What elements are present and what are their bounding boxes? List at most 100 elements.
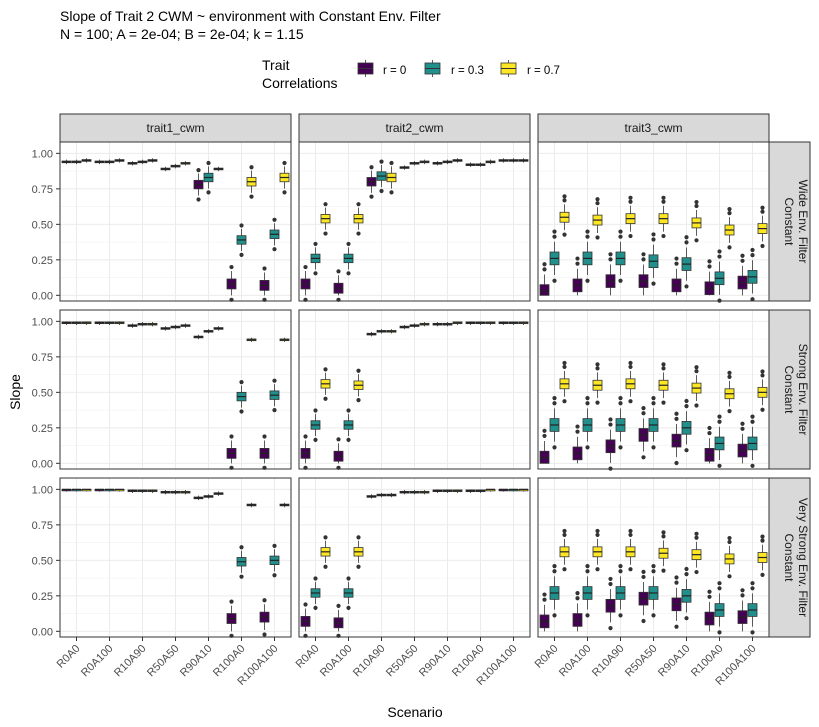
box-R0A0-s2: [320, 202, 331, 236]
legend-key-r07: r = 0.7: [500, 60, 560, 77]
box-R100A0-s1: [475, 162, 486, 167]
box-R100A100-s0: [498, 158, 509, 163]
x-tick-label: R0A0: [533, 643, 561, 671]
legend-label-r07: r = 0.7: [527, 65, 560, 77]
box-R90A10-s2: [452, 158, 463, 163]
box-R10A90-s1: [376, 159, 387, 194]
box-R10A90-s1: [137, 159, 148, 165]
box-R100A0-s0: [465, 321, 476, 325]
x-tick-label: R50A50: [623, 643, 660, 680]
box-R0A0-s2: [320, 367, 331, 401]
box-R0A100-s1: [582, 229, 593, 283]
box-R90A10-s0: [432, 489, 443, 493]
panel-trait3_cwm-row3: [537, 477, 770, 638]
box-R100A0-s1: [475, 489, 486, 493]
box-R10A90-s2: [147, 321, 158, 327]
box-R90A10-s1: [681, 398, 692, 453]
box-R10A90-s2: [625, 360, 636, 404]
box-R0A100-s0: [94, 159, 105, 165]
legend-title-line1: Trait: [262, 57, 290, 73]
box-R10A90-s2: [386, 329, 397, 334]
box-R10A90-s1: [615, 396, 626, 450]
box-R100A100-s2: [518, 488, 529, 492]
box-R100A0-s2: [485, 159, 496, 165]
y-tick-label: 0.75: [32, 184, 53, 196]
box-R10A90-s1: [615, 229, 626, 283]
box-R50A50-s0: [638, 252, 649, 296]
y-tick-label: 0.50: [32, 219, 53, 231]
box-R50A50-s1: [170, 489, 181, 495]
box-R0A100-s0: [94, 488, 105, 492]
box-R0A100-s2: [592, 528, 603, 572]
box-R10A90-s1: [137, 321, 148, 327]
box-R0A0-s1: [549, 396, 560, 450]
row-strip-2: Constant Strong Env. Filter: [768, 309, 811, 470]
box-R90A10-s2: [452, 321, 463, 325]
box-R50A50-s2: [658, 362, 669, 405]
y-tick-label: 1.00: [32, 148, 53, 160]
box-R10A90-s2: [147, 158, 158, 163]
box-R50A50-s2: [419, 159, 430, 165]
box-R50A50-s1: [409, 161, 420, 166]
box-R50A50-s0: [160, 326, 171, 331]
legend-title-line2: Correlations: [262, 75, 337, 91]
box-R100A100-s1: [508, 488, 519, 492]
box-R0A0-s1: [549, 229, 560, 283]
box-R100A100-s2: [757, 205, 768, 249]
box-R50A50-s1: [170, 163, 181, 169]
panel-trait1_cwm-row1: [59, 141, 292, 302]
box-R100A0-s2: [246, 502, 257, 508]
legend: Trait Correlations r = 0 r = 0.3 r = 0.7: [262, 57, 560, 91]
box-R0A0-s0: [61, 159, 72, 165]
row-strip-1: Constant Wide Env. Filter: [768, 141, 811, 302]
y-tick-label: 0.50: [32, 387, 53, 399]
box-R100A0-s1: [236, 380, 247, 414]
legend-label-r0: r = 0: [383, 65, 406, 77]
x-tick-label: R50A50: [145, 643, 182, 680]
row-strip-label-line2: Wide Env. Filter: [796, 180, 810, 264]
box-R0A0-s1: [310, 408, 321, 442]
box-R100A0-s0: [704, 589, 715, 632]
box-R0A100-s1: [343, 241, 354, 276]
box-R0A100-s1: [343, 408, 354, 442]
box-R90A10-s0: [671, 575, 682, 629]
box-R50A50-s2: [180, 161, 191, 166]
box-R100A100-s2: [279, 160, 290, 195]
box-R50A50-s2: [180, 489, 191, 495]
box-R90A10-s1: [203, 494, 214, 499]
box-R90A10-s1: [442, 321, 453, 327]
box-R10A90-s0: [127, 323, 138, 328]
box-R50A50-s1: [409, 323, 420, 328]
legend-key-r0: r = 0: [357, 60, 406, 77]
box-R90A10-s0: [432, 161, 443, 166]
box-R100A100-s0: [737, 253, 748, 296]
box-R0A100-s0: [572, 256, 583, 296]
x-tick-label: R0A0: [55, 643, 83, 671]
box-R100A100-s0: [259, 266, 270, 302]
x-tick-label: R0A100: [557, 643, 594, 680]
box-R0A0-s1: [310, 576, 321, 610]
box-R100A100-s2: [518, 158, 529, 163]
y-tick-label: 0.75: [32, 352, 53, 364]
box-R0A100-s2: [592, 362, 603, 405]
box-R0A0-s2: [559, 194, 570, 237]
box-R0A0-s1: [71, 159, 82, 165]
box-R90A10-s1: [442, 159, 453, 165]
y-tick-label: 0.50: [32, 555, 53, 567]
x-axis-trait2_cwm: R0A0R0A100R10A90R50A50R90A10R100A0R100A1…: [294, 637, 520, 688]
box-R0A0-s2: [559, 360, 570, 404]
box-R50A50-s2: [419, 321, 430, 327]
x-tick-label: R90A10: [178, 643, 215, 680]
box-R100A100-s1: [269, 217, 280, 252]
box-R50A50-s2: [419, 489, 430, 495]
panel-trait1_cwm-row3: [59, 477, 292, 638]
box-R100A100-s1: [747, 414, 758, 468]
box-R0A0-s2: [81, 488, 92, 492]
box-R100A100-s1: [747, 581, 758, 635]
box-R0A100-s1: [104, 321, 115, 325]
box-R90A10-s2: [452, 489, 463, 493]
box-R100A0-s1: [714, 581, 725, 635]
box-R0A0-s0: [539, 592, 550, 632]
box-R0A0-s1: [549, 564, 560, 618]
